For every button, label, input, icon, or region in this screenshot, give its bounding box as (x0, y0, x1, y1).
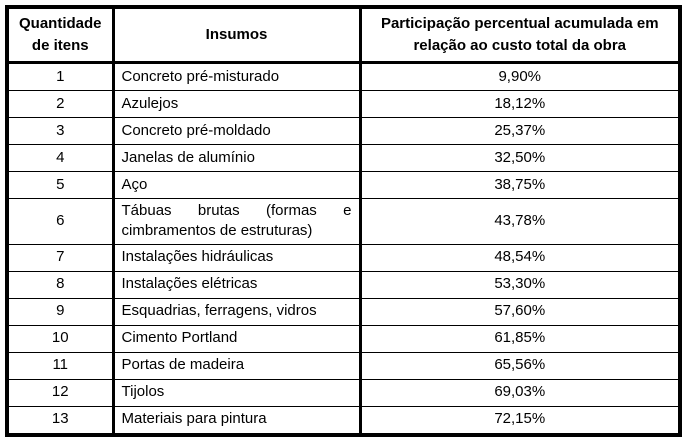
table-row: 10 Cimento Portland 61,85% (5, 324, 682, 353)
cell-insumo: Instalações elétricas (111, 270, 362, 299)
cell-quantity: 3 (5, 117, 115, 145)
cell-quantity: 4 (5, 144, 115, 172)
table-row: 9 Esquadrias, ferragens, vidros 57,60% (5, 297, 682, 326)
table-row: 2 Azulejos 18,12% (5, 90, 682, 118)
cell-percentage: 48,54% (358, 243, 682, 272)
cell-insumo: Concreto pré-misturado (111, 62, 362, 91)
cell-insumo: Materiais para pintura (111, 405, 362, 435)
cell-insumo: Janelas de alumínio (111, 144, 362, 172)
table-row: 5 Aço 38,75% (5, 171, 682, 199)
cell-quantity: 9 (5, 297, 115, 326)
table-row: 3 Concreto pré-moldado 25,37% (5, 117, 682, 145)
cell-insumo: Tábuas brutas (formas e cimbramentos de … (111, 198, 362, 245)
table-row: 13 Materiais para pintura 72,15% (5, 405, 682, 435)
cell-insumo: Tijolos (111, 378, 362, 407)
table-row: 4 Janelas de alumínio 32,50% (5, 144, 682, 172)
cell-quantity: 12 (5, 378, 115, 407)
cell-percentage: 18,12% (358, 90, 682, 118)
cell-percentage: 65,56% (358, 351, 682, 380)
table-body: 1 Concreto pré-misturado 9,90% 2 Azulejos 18,… (5, 62, 682, 435)
cell-percentage: 57,60% (358, 297, 682, 326)
cell-percentage: 32,50% (358, 144, 682, 172)
cell-quantity: 11 (5, 351, 115, 380)
table-row: 6 Tábuas brutas (formas e cimbramentos de… (5, 198, 682, 245)
header-row: Quantidade de itens Insumos Participação… (5, 6, 682, 64)
cell-insumo: Concreto pré-moldado (111, 117, 362, 145)
cell-percentage: 9,90% (358, 62, 682, 91)
header-percentage: Participação percentual acumulada em rel… (358, 6, 682, 64)
cell-insumo: Aço (111, 171, 362, 199)
cost-participation-table: Quantidade de itens Insumos Participação… (5, 5, 682, 437)
cell-percentage: 38,75% (358, 171, 682, 199)
cell-percentage: 72,15% (358, 405, 682, 435)
table-row: 8 Instalações elétricas 53,30% (5, 270, 682, 299)
table-row: 11 Portas de madeira 65,56% (5, 351, 682, 380)
cell-insumo: Portas de madeira (111, 351, 362, 380)
table-row: 12 Tijolos 69,03% (5, 378, 682, 407)
cell-insumo: Azulejos (111, 90, 362, 118)
cell-insumo: Esquadrias, ferragens, vidros (111, 297, 362, 326)
cell-quantity: 1 (5, 62, 115, 91)
header-inputs: Insumos (111, 6, 362, 64)
cell-quantity: 5 (5, 171, 115, 199)
cell-percentage: 61,85% (358, 324, 682, 353)
cell-percentage: 43,78% (358, 198, 682, 245)
cell-quantity: 8 (5, 270, 115, 299)
cell-insumo: Cimento Portland (111, 324, 362, 353)
table-row: 1 Concreto pré-misturado 9,90% (5, 62, 682, 91)
cell-quantity: 2 (5, 90, 115, 118)
cell-percentage: 53,30% (358, 270, 682, 299)
table-row: 7 Instalações hidráulicas 48,54% (5, 243, 682, 272)
cell-quantity: 7 (5, 243, 115, 272)
header-quantity: Quantidade de itens (5, 6, 115, 64)
cell-quantity: 10 (5, 324, 115, 353)
cell-insumo: Instalações hidráulicas (111, 243, 362, 272)
cell-quantity: 6 (5, 198, 115, 245)
cell-percentage: 69,03% (358, 378, 682, 407)
cell-quantity: 13 (5, 405, 115, 435)
cell-percentage: 25,37% (358, 117, 682, 145)
